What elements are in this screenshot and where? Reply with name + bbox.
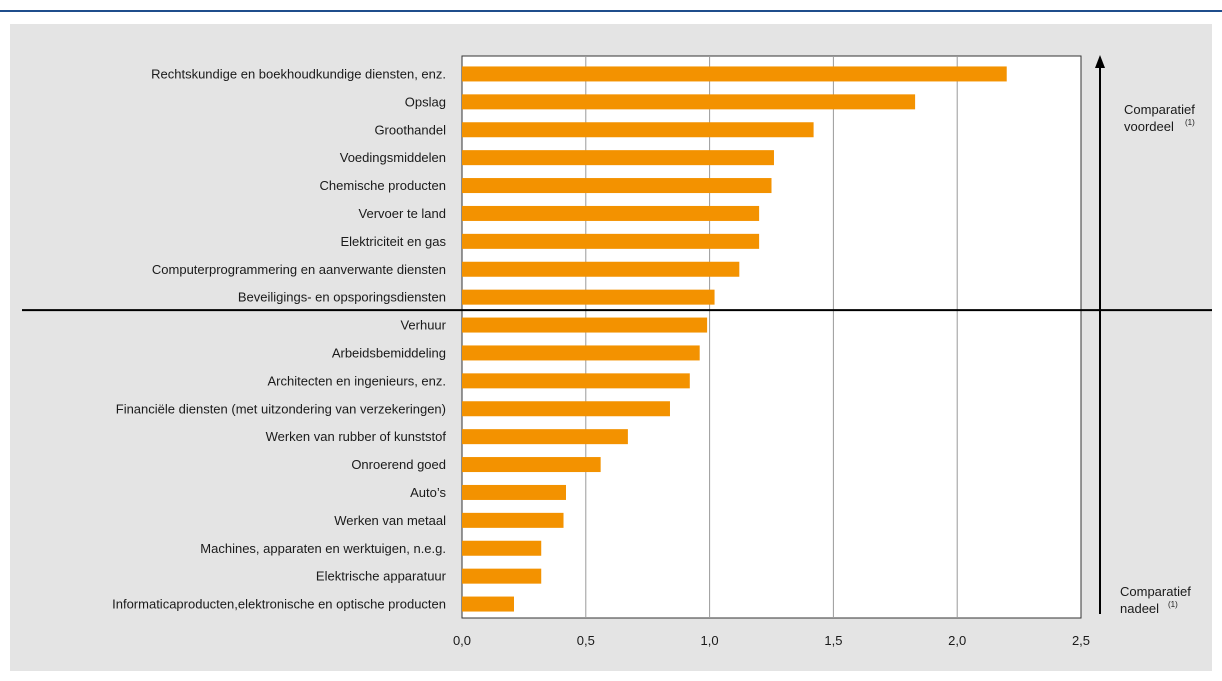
- side-label-top: Comparatief voordeel (1): [1124, 102, 1195, 134]
- bar: [462, 66, 1007, 82]
- bar: [462, 150, 774, 166]
- x-tick-label: 2,0: [948, 633, 966, 648]
- category-label: Computerprogrammering en aanverwante die…: [152, 262, 446, 277]
- bar: [462, 457, 601, 473]
- x-tick-labels: 0,0 0,5 1,0 1,5 2,0 2,5: [453, 633, 1090, 648]
- bar: [462, 484, 566, 500]
- bar-chart: Rechtskundige en boekhoudkundige dienste…: [22, 55, 1212, 648]
- bar: [462, 178, 772, 194]
- x-tick-label: 0,0: [453, 633, 471, 648]
- arrow-up-icon: [1095, 55, 1105, 68]
- category-label: Werken van metaal: [334, 513, 446, 528]
- side-label-top-line2: voordeel: [1124, 119, 1174, 134]
- side-label-top-note: (1): [1185, 118, 1195, 127]
- x-tick-label: 2,5: [1072, 633, 1090, 648]
- category-labels: Rechtskundige en boekhoudkundige dienste…: [112, 66, 447, 611]
- chart-panel: Rechtskundige en boekhoudkundige dienste…: [10, 24, 1212, 671]
- category-label: Elektriciteit en gas: [341, 234, 447, 249]
- bar: [462, 233, 760, 249]
- category-label: Chemische producten: [320, 178, 446, 193]
- bar: [462, 289, 715, 305]
- side-label-bottom-note: (1): [1168, 600, 1178, 609]
- category-label: Beveiligings- en opsporingsdiensten: [238, 290, 446, 305]
- category-label: Informaticaproducten,elektronische en op…: [112, 597, 446, 612]
- category-label: Rechtskundige en boekhoudkundige dienste…: [151, 66, 446, 81]
- category-label: Voedingsmiddelen: [340, 150, 446, 165]
- bar: [462, 512, 564, 528]
- bar: [462, 345, 700, 361]
- gridlines: [585, 56, 958, 618]
- bar: [462, 205, 760, 221]
- top-rule: [0, 10, 1222, 12]
- bar: [462, 94, 916, 110]
- category-label: Onroerend goed: [351, 457, 446, 472]
- side-label-bottom-line2: nadeel: [1120, 601, 1159, 616]
- category-label: Financiële diensten (met uitzondering va…: [116, 401, 446, 416]
- bar: [462, 401, 670, 417]
- category-label: Vervoer te land: [359, 206, 446, 221]
- bar: [462, 261, 740, 277]
- plot-area: [461, 55, 1082, 619]
- category-label: Verhuur: [400, 318, 446, 333]
- x-tick-label: 0,5: [577, 633, 595, 648]
- side-label-bottom-line1: Comparatief: [1120, 584, 1191, 599]
- category-label: Machines, apparaten en werktuigen, n.e.g…: [200, 541, 446, 556]
- bar: [462, 596, 514, 612]
- category-label: Opslag: [405, 94, 446, 109]
- bar: [462, 317, 708, 333]
- vertical-arrow: [1095, 55, 1105, 614]
- category-label: Groothandel: [374, 122, 446, 137]
- bar: [462, 429, 628, 445]
- category-label: Elektrische apparatuur: [316, 569, 447, 584]
- category-label: Arbeidsbemiddeling: [332, 345, 446, 360]
- bars: [462, 66, 1007, 612]
- bar: [462, 568, 542, 584]
- bar: [462, 540, 542, 556]
- x-tick-label: 1,5: [824, 633, 842, 648]
- bar: [462, 122, 814, 138]
- side-label-bottom: Comparatief nadeel (1): [1120, 584, 1191, 616]
- category-label: Auto’s: [410, 485, 446, 500]
- svg-text:voordeel: voordeel: [1124, 119, 1174, 134]
- category-label: Architecten en ingenieurs, enz.: [268, 373, 447, 388]
- bar: [462, 373, 690, 389]
- x-tick-label: 1,0: [701, 633, 719, 648]
- side-label-top-line1: Comparatief: [1124, 102, 1195, 117]
- category-label: Werken van rubber of kunststof: [266, 429, 447, 444]
